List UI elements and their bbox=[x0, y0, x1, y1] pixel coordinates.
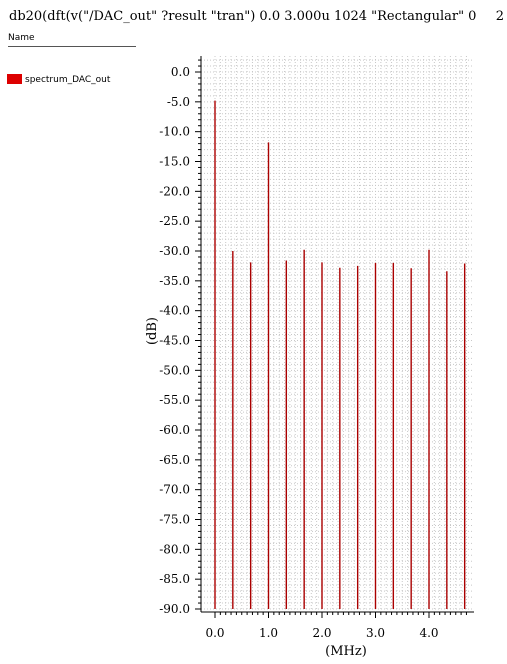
y-tick-label: -40.0 bbox=[159, 304, 190, 318]
y-tick-label: -30.0 bbox=[159, 244, 190, 258]
subwindow-index: 2 bbox=[495, 9, 504, 24]
y-tick-label: -25.0 bbox=[159, 214, 190, 228]
legend-color-swatch bbox=[7, 74, 22, 84]
y-tick-label: 0.0 bbox=[171, 65, 190, 79]
y-tick-label: -15.0 bbox=[159, 155, 190, 169]
y-tick-label: -10.0 bbox=[159, 125, 190, 139]
y-tick-label: -50.0 bbox=[159, 363, 190, 377]
y-tick-label: -5.0 bbox=[167, 95, 190, 109]
legend-column-header: Name bbox=[8, 33, 136, 47]
y-tick-label: -35.0 bbox=[159, 274, 190, 288]
x-tick-label: 4.0 bbox=[419, 626, 438, 640]
legend-entry-label: spectrum_DAC_out bbox=[25, 75, 111, 85]
x-axis-label: (MHz) bbox=[325, 644, 367, 659]
y-tick-label: -55.0 bbox=[159, 393, 190, 407]
x-tick-label: 1.0 bbox=[259, 626, 278, 640]
y-axis-label: (dB) bbox=[145, 317, 160, 345]
chart-title: db20(dft(v("/DAC_out" ?result "tran") 0.… bbox=[9, 9, 479, 24]
y-tick-label: -20.0 bbox=[159, 184, 190, 198]
y-tick-label: -85.0 bbox=[159, 572, 190, 586]
legend-entry-spectrum[interactable]: spectrum_DAC_out bbox=[7, 73, 137, 87]
y-tick-label: -65.0 bbox=[159, 453, 190, 467]
x-tick-label: 3.0 bbox=[366, 626, 385, 640]
x-tick-label: 2.0 bbox=[312, 626, 331, 640]
x-tick-label: 0.0 bbox=[205, 626, 224, 640]
y-tick-label: -90.0 bbox=[159, 602, 190, 616]
y-tick-label: -60.0 bbox=[159, 423, 190, 437]
y-tick-label: -75.0 bbox=[159, 513, 190, 527]
y-tick-label: -80.0 bbox=[159, 542, 190, 556]
y-tick-label: -70.0 bbox=[159, 483, 190, 497]
y-tick-label: -45.0 bbox=[159, 334, 190, 348]
